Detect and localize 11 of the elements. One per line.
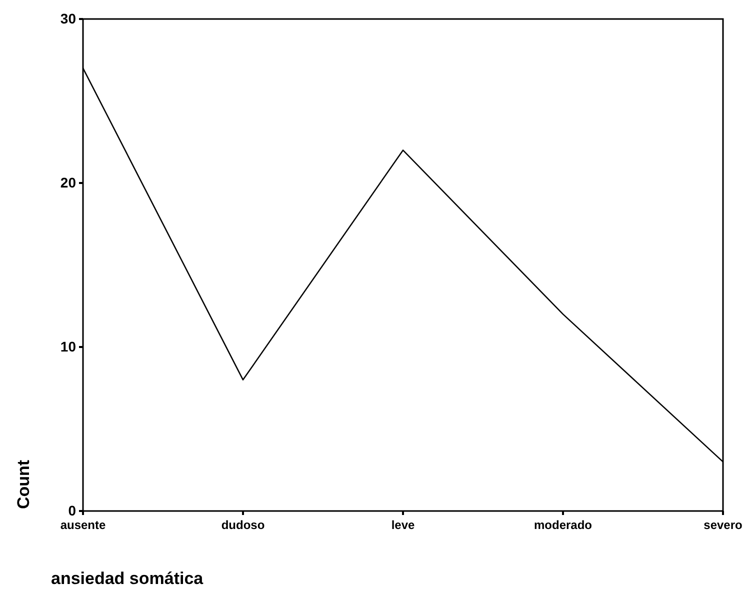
y-tick-label: 0 [68, 502, 76, 518]
x-tick-label: leve [391, 518, 415, 532]
x-tick-label: dudoso [221, 518, 265, 532]
x-tick-label: moderado [534, 518, 592, 532]
y-tick-label: 20 [60, 174, 76, 190]
y-tick-label: 10 [60, 338, 76, 354]
y-axis-title: Count [14, 460, 33, 509]
x-tick-label: ausente [60, 518, 106, 532]
x-axis-title: ansiedad somática [51, 569, 204, 588]
x-tick-label: severo [704, 518, 742, 532]
y-tick-label: 30 [60, 10, 76, 26]
